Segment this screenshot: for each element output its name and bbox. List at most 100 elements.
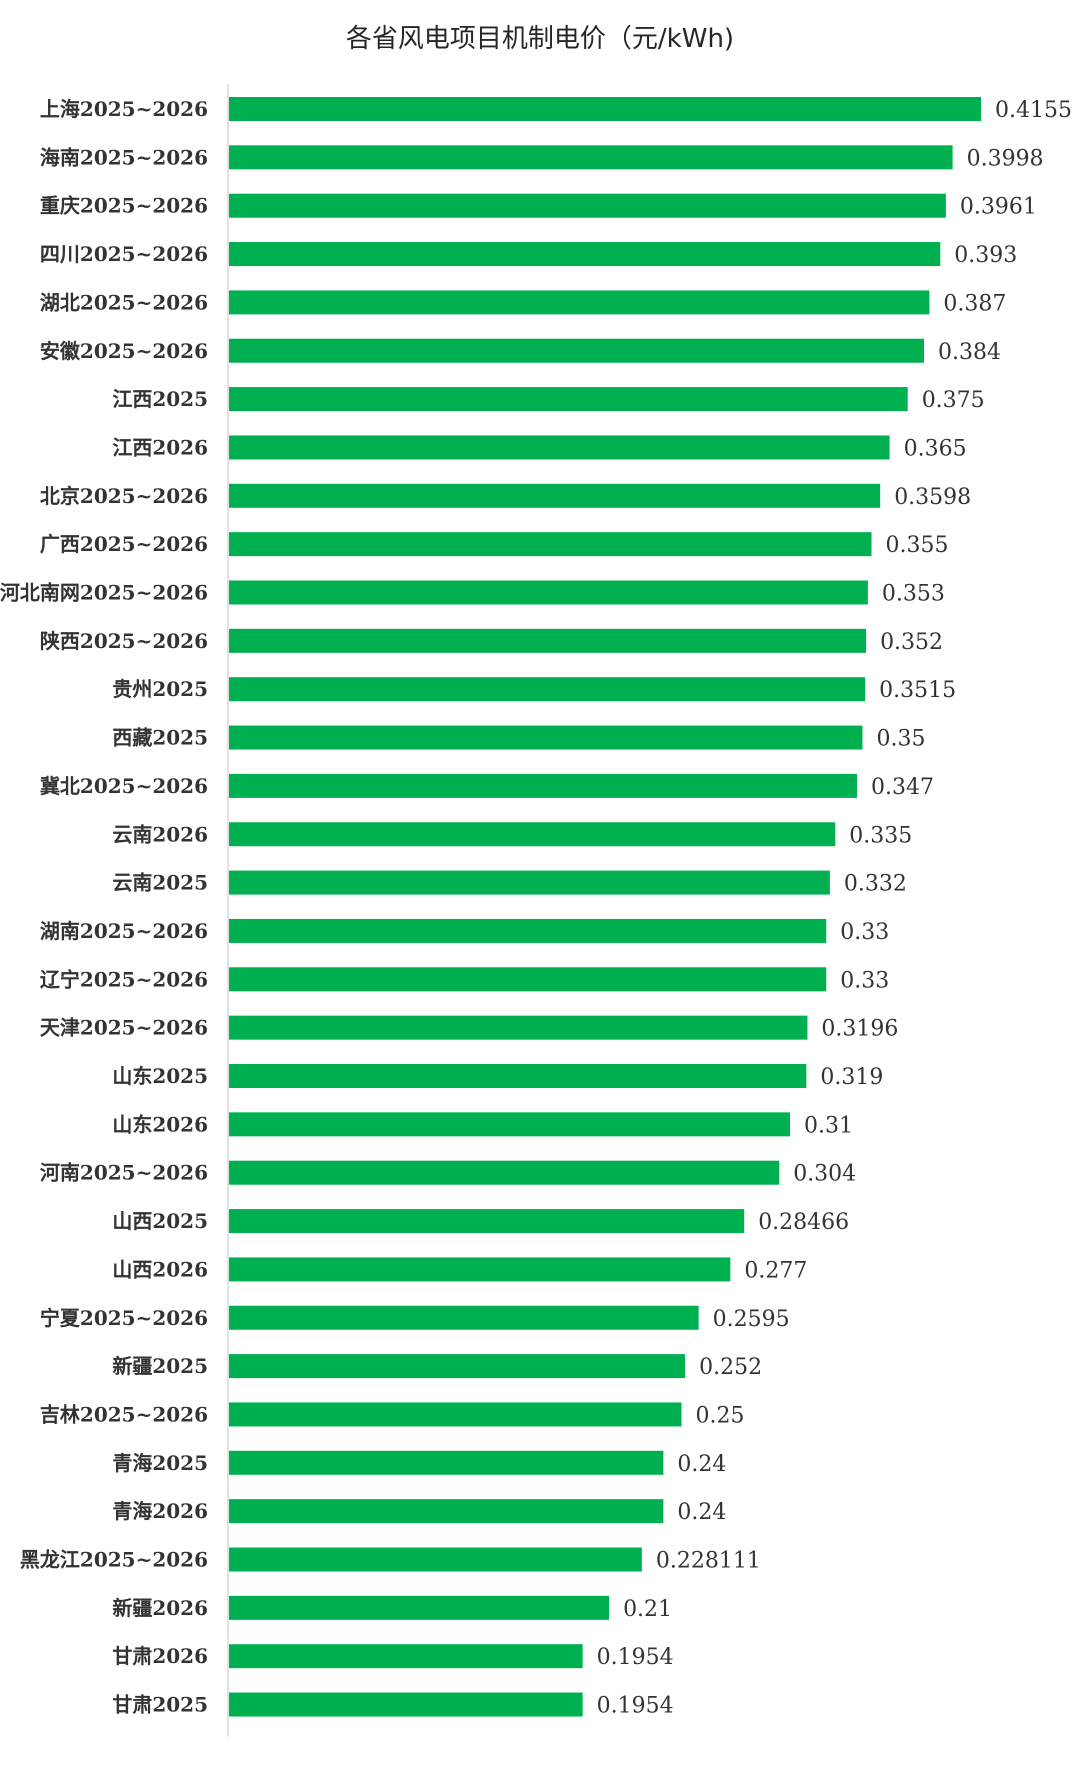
bar bbox=[229, 242, 941, 267]
bar bbox=[229, 97, 981, 121]
value-label: 0.352 bbox=[880, 630, 943, 655]
category-label: 新疆2026 bbox=[112, 1596, 208, 1620]
category-label: 宁夏2025~2026 bbox=[40, 1306, 208, 1330]
bar bbox=[229, 1402, 682, 1427]
bar bbox=[229, 725, 863, 750]
category-label: 河北南网2025~2026 bbox=[0, 581, 208, 605]
labels-layer: 上海2025~2026 0.4155 海南2025~2026 0.3998 重庆2025… bbox=[0, 97, 1072, 1719]
value-label: 0.2595 bbox=[713, 1307, 790, 1332]
value-label: 0.365 bbox=[904, 436, 967, 461]
bar bbox=[229, 1354, 686, 1379]
value-label: 0.252 bbox=[699, 1355, 762, 1380]
bar bbox=[229, 290, 930, 315]
value-label: 0.3961 bbox=[960, 195, 1037, 220]
bar bbox=[229, 1160, 780, 1185]
value-label: 0.1954 bbox=[597, 1645, 674, 1670]
category-label: 贵州2025 bbox=[112, 677, 208, 701]
category-label: 冀北2025~2026 bbox=[40, 774, 208, 798]
value-label: 0.33 bbox=[840, 920, 889, 945]
value-label: 0.355 bbox=[886, 533, 949, 558]
category-label: 江西2025 bbox=[112, 387, 208, 411]
value-label: 0.384 bbox=[938, 340, 1001, 365]
category-label: 云南2026 bbox=[112, 822, 208, 846]
category-label: 辽宁2025~2026 bbox=[40, 967, 208, 991]
category-label: 湖北2025~2026 bbox=[40, 290, 208, 314]
bar bbox=[229, 1450, 664, 1475]
bar bbox=[229, 1015, 808, 1040]
bar bbox=[229, 918, 827, 943]
value-label: 0.24 bbox=[677, 1500, 726, 1525]
bar bbox=[229, 773, 858, 798]
category-label: 江西2026 bbox=[112, 435, 208, 459]
value-label: 0.21 bbox=[623, 1597, 672, 1622]
value-label: 0.33 bbox=[840, 968, 889, 993]
bar bbox=[229, 338, 924, 363]
value-label: 0.1954 bbox=[597, 1694, 674, 1719]
value-label: 0.24 bbox=[677, 1452, 726, 1477]
value-label: 0.375 bbox=[922, 388, 985, 413]
bar bbox=[229, 435, 890, 460]
value-label: 0.3515 bbox=[879, 678, 956, 703]
bar bbox=[229, 1305, 699, 1330]
category-label: 山东2026 bbox=[112, 1112, 208, 1136]
value-label: 0.31 bbox=[804, 1113, 853, 1138]
category-label: 新疆2025 bbox=[112, 1354, 208, 1378]
category-label: 青海2026 bbox=[112, 1499, 208, 1523]
bar bbox=[229, 532, 872, 557]
bar bbox=[229, 1112, 791, 1137]
category-label: 山西2026 bbox=[112, 1257, 208, 1281]
category-label: 青海2025 bbox=[112, 1451, 208, 1475]
value-label: 0.304 bbox=[793, 1162, 856, 1187]
bar bbox=[229, 677, 866, 702]
category-label: 四川2025~2026 bbox=[40, 242, 208, 266]
value-label: 0.28466 bbox=[758, 1210, 849, 1235]
category-label: 北京2025~2026 bbox=[40, 484, 208, 508]
value-label: 0.3598 bbox=[894, 485, 971, 510]
value-label: 0.335 bbox=[849, 823, 912, 848]
bar bbox=[229, 967, 827, 992]
category-label: 云南2025 bbox=[112, 871, 208, 895]
bar bbox=[229, 387, 908, 412]
bar bbox=[229, 145, 953, 170]
bar bbox=[229, 483, 881, 508]
bar bbox=[229, 1257, 731, 1282]
bar bbox=[229, 1499, 664, 1524]
category-label: 山东2025 bbox=[112, 1064, 208, 1088]
value-label: 0.3998 bbox=[967, 146, 1044, 171]
category-label: 河南2025~2026 bbox=[40, 1161, 208, 1185]
bar bbox=[229, 1064, 807, 1088]
value-label: 0.3196 bbox=[821, 1017, 898, 1042]
value-label: 0.35 bbox=[876, 727, 925, 752]
category-label: 山西2025 bbox=[112, 1209, 208, 1233]
value-label: 0.347 bbox=[871, 775, 934, 800]
category-label: 广西2025~2026 bbox=[40, 532, 208, 556]
value-label: 0.228111 bbox=[656, 1549, 761, 1574]
value-label: 0.353 bbox=[882, 582, 945, 607]
category-label: 黑龙江2025~2026 bbox=[20, 1548, 208, 1572]
category-label: 陕西2025~2026 bbox=[40, 629, 208, 653]
bar bbox=[229, 1209, 745, 1234]
bar bbox=[229, 1644, 583, 1669]
bar bbox=[229, 1692, 583, 1717]
chart-title: 各省风电项目机制电价（元/kWh) bbox=[345, 24, 735, 54]
category-label: 海南2025~2026 bbox=[40, 145, 208, 169]
bar bbox=[229, 193, 946, 218]
category-label: 吉林2025~2026 bbox=[40, 1402, 208, 1426]
category-label: 上海2025~2026 bbox=[40, 97, 208, 121]
value-label: 0.25 bbox=[695, 1403, 744, 1428]
category-label: 甘肃2025 bbox=[112, 1693, 208, 1717]
value-label: 0.319 bbox=[820, 1065, 883, 1090]
category-label: 天津2025~2026 bbox=[40, 1016, 208, 1040]
value-label: 0.277 bbox=[744, 1258, 807, 1283]
value-label: 0.332 bbox=[844, 872, 907, 897]
bar bbox=[229, 822, 836, 847]
value-label: 0.393 bbox=[954, 243, 1017, 268]
bar bbox=[229, 580, 868, 605]
bars-layer bbox=[229, 97, 981, 1717]
category-label: 湖南2025~2026 bbox=[40, 919, 208, 943]
bar bbox=[229, 1595, 610, 1620]
category-label: 西藏2025 bbox=[112, 726, 208, 750]
bar bbox=[229, 628, 867, 653]
category-label: 安徽2025~2026 bbox=[40, 339, 208, 363]
